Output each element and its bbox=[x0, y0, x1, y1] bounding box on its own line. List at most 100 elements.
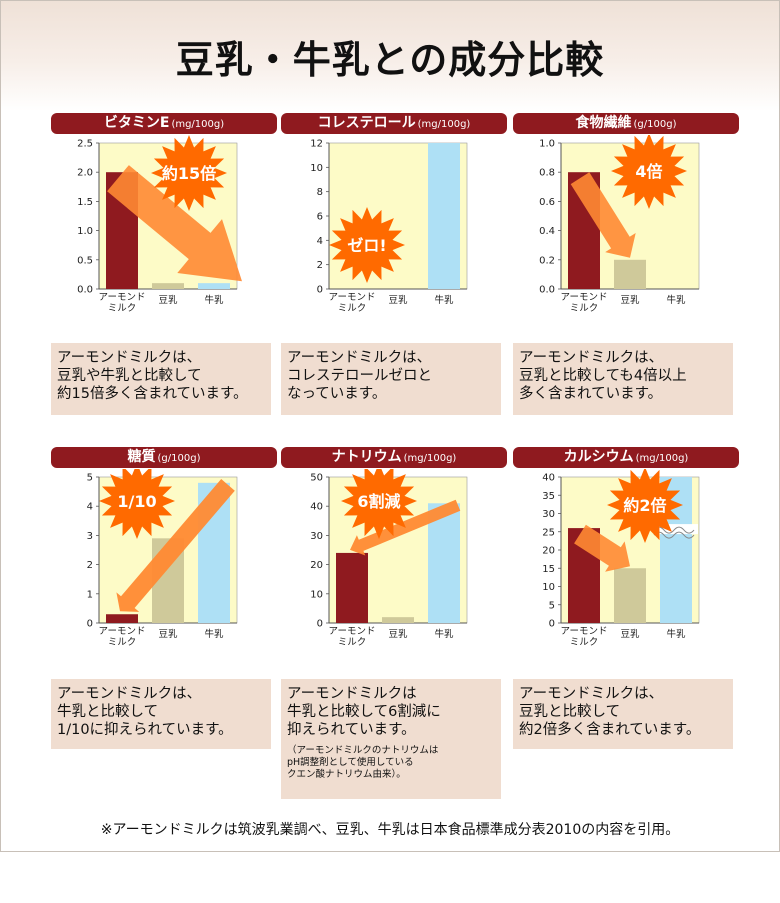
y-tick-label: 5 bbox=[87, 473, 93, 484]
description-line: 多く含まれています。 bbox=[519, 386, 663, 402]
panel-heading: カルシウム (mg/100g) bbox=[513, 447, 739, 468]
description-line: 牛乳と比較して bbox=[57, 704, 159, 720]
y-tick-label: 1 bbox=[87, 589, 93, 600]
bar bbox=[198, 283, 230, 289]
x-tick-label-line: アーモンド bbox=[561, 292, 608, 303]
x-tick-label: アーモンドミルク bbox=[99, 292, 146, 314]
panel-heading: 糖質 (g/100g) bbox=[51, 447, 277, 468]
y-tick-label: 1.0 bbox=[539, 139, 555, 150]
bar bbox=[152, 283, 184, 289]
callout-burst bbox=[329, 207, 405, 283]
x-tick-label-line: ミルク bbox=[570, 637, 599, 648]
x-tick-label-line: ミルク bbox=[108, 637, 137, 648]
description-line: 約2倍多く含まれています。 bbox=[519, 722, 701, 738]
y-tick-label: 0 bbox=[317, 285, 323, 296]
description-line: 抑えられています。 bbox=[287, 722, 416, 738]
description-box: アーモンドミルクは 牛乳と比較して6割減に 抑えられています。 （アーモンドミルクのナ… bbox=[281, 679, 501, 799]
x-tick-label-line: アーモンド bbox=[99, 626, 146, 637]
callout-text: 6割減 bbox=[357, 492, 400, 511]
y-tick-label: 4 bbox=[317, 236, 323, 247]
y-tick-label: 6 bbox=[317, 212, 323, 223]
description-box: アーモンドミルクは、 豆乳や牛乳と比較して 約15倍多く含まれています。 bbox=[51, 343, 271, 415]
y-tick-label: 3 bbox=[87, 531, 93, 542]
x-tick-label: 豆乳 bbox=[620, 628, 640, 640]
callout-burst bbox=[151, 135, 227, 211]
y-tick-label: 2.0 bbox=[77, 168, 93, 179]
footnote: ※アーモンドミルクは筑波乳業調べ、豆乳、牛乳は日本食品標準成分表2010の内容を… bbox=[100, 822, 680, 838]
y-tick-label: 35 bbox=[542, 491, 555, 502]
y-tick-label: 0.4 bbox=[539, 226, 555, 237]
description-box: アーモンドミルクは、 牛乳と比較して 1/10に抑えられています。 bbox=[51, 679, 271, 749]
x-tick-label: 牛乳 bbox=[204, 628, 224, 640]
axis-break-gap bbox=[654, 524, 698, 535]
description-note-line: （アーモンドミルクのナトリウムは bbox=[287, 745, 439, 756]
callout-text: 4倍 bbox=[635, 162, 662, 181]
x-tick-label: アーモンドミルク bbox=[329, 626, 376, 648]
x-tick-label: 豆乳 bbox=[158, 294, 178, 306]
y-tick-label: 0.6 bbox=[539, 197, 555, 208]
header-background bbox=[1, 1, 779, 111]
x-tick-label-line: アーモンド bbox=[329, 292, 376, 303]
callout-burst bbox=[99, 469, 175, 539]
comparison-arrow bbox=[570, 172, 636, 258]
y-tick-label: 0.8 bbox=[539, 168, 555, 179]
description-box: アーモンドミルクは、 豆乳と比較して 約2倍多く含まれています。 bbox=[513, 679, 733, 749]
callout-burst bbox=[607, 469, 683, 543]
y-tick-label: 15 bbox=[542, 564, 555, 575]
y-tick-label: 50 bbox=[310, 473, 323, 484]
y-tick-label: 20 bbox=[310, 560, 323, 571]
y-tick-label: 10 bbox=[310, 163, 323, 174]
x-tick-label-line: ミルク bbox=[108, 303, 137, 314]
description-box: アーモンドミルクは、 コレステロールゼロと なっています。 bbox=[281, 343, 501, 415]
y-tick-label: 1.0 bbox=[77, 226, 93, 237]
y-tick-label: 40 bbox=[310, 502, 323, 513]
bar bbox=[428, 143, 460, 289]
panel-heading: コレステロール (mg/100g) bbox=[281, 113, 507, 134]
comparison-arrow bbox=[107, 165, 242, 282]
y-tick-label: 25 bbox=[542, 527, 555, 538]
description-line: 豆乳と比較しても4倍以上 bbox=[519, 368, 687, 384]
comparison-arrow bbox=[116, 479, 235, 612]
panel-heading: 食物繊維 (g/100g) bbox=[513, 113, 739, 134]
page-title: 豆乳・牛乳との成分比較 bbox=[175, 38, 605, 82]
description-line: アーモンドミルクは bbox=[287, 686, 417, 702]
y-tick-label: 5 bbox=[549, 600, 555, 611]
bar bbox=[614, 259, 646, 289]
description-line: 豆乳や牛乳と比較して bbox=[57, 368, 202, 384]
comparison-arrow bbox=[350, 499, 461, 556]
x-tick-label: アーモンドミルク bbox=[329, 292, 376, 314]
description-box: アーモンドミルクは、豆乳と比較しても4倍以上 多く含まれています。 bbox=[513, 343, 733, 415]
axis-break bbox=[653, 526, 695, 534]
description-note-line: クエン酸ナトリウム由来）。 bbox=[287, 769, 406, 780]
x-tick-label: アーモンドミルク bbox=[561, 626, 608, 648]
callout-text: 約15倍 bbox=[162, 164, 216, 183]
y-tick-label: 10 bbox=[310, 589, 323, 600]
x-tick-label: 豆乳 bbox=[620, 294, 640, 306]
panel-heading: ビタミンE (mg/100g) bbox=[51, 113, 277, 134]
axis-break bbox=[653, 531, 695, 539]
description-line: アーモンドミルクは、 bbox=[519, 350, 664, 366]
y-tick-label: 1.5 bbox=[77, 197, 93, 208]
y-tick-label: 0.0 bbox=[77, 285, 93, 296]
x-tick-label-line: アーモンド bbox=[561, 626, 608, 637]
bar bbox=[106, 614, 138, 623]
y-tick-label: 30 bbox=[310, 531, 323, 542]
x-tick-label: 牛乳 bbox=[204, 294, 224, 306]
x-tick-label-line: ミルク bbox=[570, 303, 599, 314]
y-tick-label: 0 bbox=[549, 619, 555, 630]
y-tick-label: 2.5 bbox=[77, 139, 93, 150]
y-tick-label: 12 bbox=[310, 139, 323, 150]
callout-text: 1/10 bbox=[117, 492, 156, 511]
x-tick-label: 牛乳 bbox=[434, 294, 454, 306]
y-tick-label: 30 bbox=[542, 509, 555, 520]
description-line: アーモンドミルクは、 bbox=[57, 350, 202, 366]
y-tick-label: 4 bbox=[87, 502, 93, 513]
bar bbox=[382, 617, 414, 623]
y-tick-label: 8 bbox=[317, 187, 323, 198]
comparison-arrow bbox=[574, 524, 630, 572]
callout-text: ゼロ! bbox=[347, 236, 386, 255]
panel-heading: ナトリウム (mg/100g) bbox=[281, 447, 507, 468]
